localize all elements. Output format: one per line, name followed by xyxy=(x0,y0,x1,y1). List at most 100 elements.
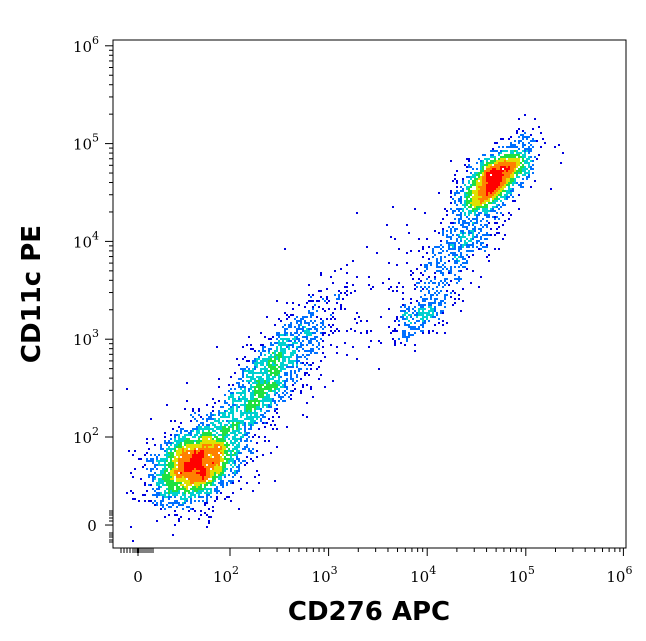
density-cell xyxy=(558,144,560,146)
density-cell xyxy=(188,466,190,468)
density-cell xyxy=(224,438,226,440)
density-cell xyxy=(518,148,520,150)
density-cell xyxy=(302,414,304,416)
density-cell xyxy=(284,342,286,344)
density-cell xyxy=(198,474,200,476)
density-cell xyxy=(402,314,404,316)
density-cell xyxy=(474,204,476,206)
density-cell xyxy=(206,440,208,442)
density-cell xyxy=(270,406,272,408)
density-cell xyxy=(186,498,188,500)
density-cell xyxy=(306,372,308,374)
density-cell xyxy=(320,332,322,334)
density-cell xyxy=(218,468,220,470)
density-cell xyxy=(490,154,492,156)
density-cell xyxy=(256,414,258,416)
density-cell xyxy=(220,434,222,436)
density-cell xyxy=(480,230,482,232)
density-cell xyxy=(286,380,288,382)
density-cell xyxy=(454,192,456,194)
density-cell xyxy=(212,448,214,450)
density-cell xyxy=(212,430,214,432)
density-cell xyxy=(170,454,172,456)
density-cell xyxy=(484,178,486,180)
density-cell xyxy=(538,154,540,156)
density-cell xyxy=(502,174,504,176)
density-cell xyxy=(168,486,170,488)
density-cell xyxy=(236,392,238,394)
density-cell xyxy=(246,446,248,448)
density-cell xyxy=(466,250,468,252)
density-cell xyxy=(262,362,264,364)
density-cell xyxy=(468,192,470,194)
density-cell xyxy=(484,194,486,196)
density-cell xyxy=(156,502,158,504)
density-cell xyxy=(166,484,168,486)
density-cell xyxy=(446,214,448,216)
density-cell xyxy=(222,430,224,432)
density-cell xyxy=(170,492,172,494)
density-cell xyxy=(488,222,490,224)
density-cell xyxy=(130,526,132,528)
density-cell xyxy=(180,442,182,444)
density-cell xyxy=(252,452,254,454)
density-cell xyxy=(202,450,204,452)
density-cell xyxy=(192,458,194,460)
density-cell xyxy=(178,518,180,520)
density-cell xyxy=(210,474,212,476)
density-cell xyxy=(296,330,298,332)
density-cell xyxy=(208,480,210,482)
density-cell xyxy=(370,288,372,290)
density-cell xyxy=(168,452,170,454)
density-cell xyxy=(232,400,234,402)
density-cell xyxy=(282,342,284,344)
density-cell xyxy=(268,366,270,368)
density-cell xyxy=(286,314,288,316)
density-cell xyxy=(244,402,246,404)
density-cell xyxy=(286,374,288,376)
density-cell xyxy=(174,496,176,498)
density-cell xyxy=(512,178,514,180)
density-cell xyxy=(254,434,256,436)
density-cell xyxy=(306,336,308,338)
density-cell xyxy=(192,492,194,494)
density-cell xyxy=(510,152,512,154)
density-cell xyxy=(454,230,456,232)
density-cell xyxy=(278,374,280,376)
density-cell xyxy=(238,430,240,432)
density-cell xyxy=(250,428,252,430)
density-cell xyxy=(268,338,270,340)
density-cell xyxy=(268,374,270,376)
density-cell xyxy=(192,428,194,430)
density-cell xyxy=(308,322,310,324)
density-cell xyxy=(196,458,198,460)
density-cell xyxy=(274,356,276,358)
density-cell xyxy=(482,168,484,170)
density-cell xyxy=(274,358,276,360)
density-cell xyxy=(468,222,470,224)
density-cell xyxy=(504,166,506,168)
density-cell xyxy=(324,386,326,388)
density-cell xyxy=(470,176,472,178)
density-cell xyxy=(488,234,490,236)
density-cell xyxy=(452,304,454,306)
density-cell xyxy=(358,316,360,318)
density-cell xyxy=(178,450,180,452)
density-cell xyxy=(488,158,490,160)
density-cell xyxy=(408,326,410,328)
density-cell xyxy=(238,392,240,394)
density-cell xyxy=(164,432,166,434)
density-cell xyxy=(258,408,260,410)
density-cell xyxy=(180,480,182,482)
density-cell xyxy=(192,490,194,492)
density-cell xyxy=(174,444,176,446)
density-cell xyxy=(258,390,260,392)
density-cell xyxy=(474,194,476,196)
density-cell xyxy=(460,208,462,210)
density-cell xyxy=(482,246,484,248)
density-cell xyxy=(282,338,284,340)
density-cell xyxy=(248,388,250,390)
density-cell xyxy=(506,192,508,194)
density-cell xyxy=(452,212,454,214)
density-cell xyxy=(268,398,270,400)
